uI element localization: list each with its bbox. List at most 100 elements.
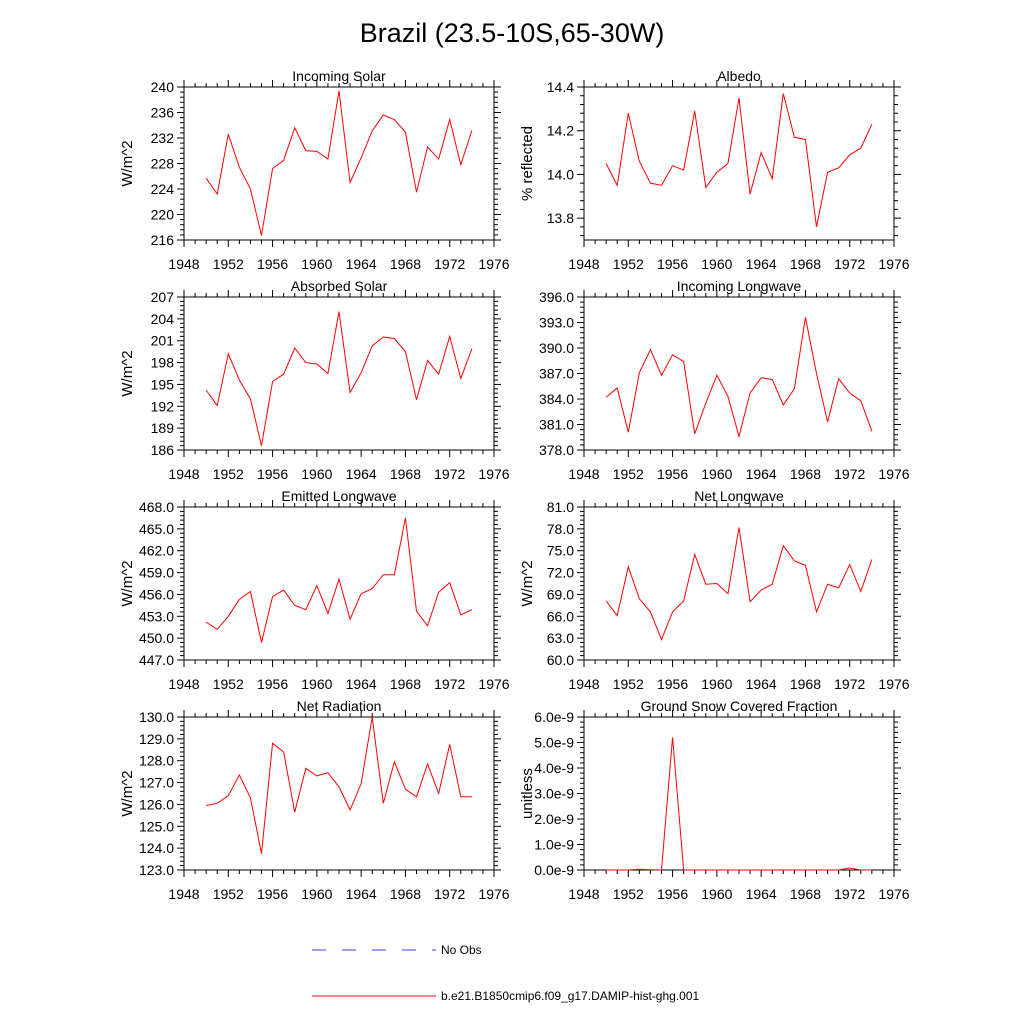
plot-frame — [183, 296, 495, 451]
panel-7: Ground Snow Covered Fraction 1948 1952 1956… — [519, 698, 910, 902]
x-tick-label: 1952 — [213, 886, 244, 902]
y-tick-label: 81.0 — [547, 499, 574, 515]
x-tick-label: 1972 — [834, 676, 865, 692]
y-tick-label: 128.0 — [139, 753, 174, 769]
x-tick-label: 1968 — [390, 676, 421, 692]
x-tick-label: 1964 — [346, 886, 377, 902]
x-tick-label: 1956 — [257, 886, 288, 902]
panel-title: Net Longwave — [694, 488, 784, 504]
y-tick-label: 60.0 — [547, 652, 574, 668]
panel-5: Net Longwave 1948 1952 1956 1960 1964 1968 1972… — [519, 488, 910, 692]
panel-title: Incoming Solar — [292, 68, 386, 84]
x-tick-label: 1972 — [834, 886, 865, 902]
y-tick-label: 450.0 — [139, 630, 174, 646]
plot-frame — [583, 86, 895, 241]
y-tick-label: 232 — [151, 130, 175, 146]
x-tick-label: 1976 — [478, 256, 509, 272]
x-tick-label: 1952 — [213, 676, 244, 692]
panel-title: Ground Snow Covered Fraction — [641, 698, 838, 714]
legend-label-no-obs: No Obs — [441, 943, 482, 957]
y-tick-label: 396.0 — [539, 289, 574, 305]
x-tick-label: 1968 — [390, 466, 421, 482]
x-tick-label: 1972 — [434, 886, 465, 902]
series-line — [205, 90, 473, 236]
y-tick-label: 127.0 — [139, 775, 174, 791]
y-tick-label: 378.0 — [539, 442, 574, 458]
x-tick-label: 1956 — [657, 886, 688, 902]
x-tick-label: 1948 — [168, 886, 199, 902]
series-line — [205, 311, 473, 446]
y-tick-label: 129.0 — [139, 731, 174, 747]
x-tick-label: 1964 — [346, 256, 377, 272]
y-tick-label: 189 — [151, 420, 175, 436]
y-tick-label: 186 — [151, 442, 175, 458]
x-tick-label: 1976 — [878, 676, 909, 692]
x-tick-label: 1948 — [568, 676, 599, 692]
y-tick-label: 381.0 — [539, 417, 574, 433]
panels: Incoming Solar 1948 1952 1956 1960 1964 1968 19… — [119, 68, 910, 902]
y-axis-label: % reflected — [519, 126, 536, 201]
y-tick-label: 66.0 — [547, 608, 574, 624]
y-tick-label: 6.0e-9 — [534, 709, 574, 725]
y-tick-label: 236 — [151, 105, 175, 121]
y-tick-label: 69.0 — [547, 586, 574, 602]
y-tick-label: 0.0e-9 — [534, 862, 574, 878]
x-tick-label: 1964 — [346, 676, 377, 692]
y-tick-label: 453.0 — [139, 608, 174, 624]
y-tick-label: 123.0 — [139, 862, 174, 878]
x-tick-label: 1956 — [257, 256, 288, 272]
y-tick-label: 14.0 — [547, 166, 574, 182]
x-tick-label: 1952 — [613, 256, 644, 272]
legend-label-model: b.e21.B1850cmip6.f09_g17.DAMIP-hist-ghg.… — [441, 989, 699, 1003]
panel-title: Emitted Longwave — [281, 488, 396, 504]
x-tick-label: 1972 — [834, 466, 865, 482]
plot-frame — [183, 86, 495, 241]
y-tick-label: 3.0e-9 — [534, 786, 574, 802]
legend: No Obs b.e21.B1850cmip6.f09_g17.DAMIP-hi… — [312, 943, 699, 1003]
x-tick-label: 1956 — [657, 676, 688, 692]
y-axis-label: W/m^2 — [119, 350, 136, 396]
x-tick-label: 1960 — [301, 886, 332, 902]
y-axis-label: unitless — [519, 768, 536, 819]
panel-title: Net Radiation — [297, 698, 382, 714]
y-tick-label: 63.0 — [547, 630, 574, 646]
x-tick-label: 1976 — [478, 676, 509, 692]
x-tick-label: 1948 — [168, 256, 199, 272]
x-tick-label: 1952 — [213, 256, 244, 272]
x-tick-label: 1952 — [213, 466, 244, 482]
x-tick-label: 1972 — [434, 466, 465, 482]
y-tick-label: 126.0 — [139, 796, 174, 812]
y-tick-label: 240 — [151, 79, 175, 95]
x-tick-label: 1960 — [301, 256, 332, 272]
y-tick-label: 465.0 — [139, 521, 174, 537]
x-tick-label: 1964 — [746, 676, 777, 692]
panel-title: Albedo — [717, 68, 761, 84]
x-tick-label: 1960 — [301, 466, 332, 482]
x-tick-label: 1972 — [434, 256, 465, 272]
x-tick-label: 1948 — [568, 256, 599, 272]
y-axis-label: W/m^2 — [119, 770, 136, 816]
x-tick-label: 1964 — [746, 886, 777, 902]
y-tick-label: 216 — [151, 232, 175, 248]
y-tick-label: 78.0 — [547, 521, 574, 537]
series-line — [606, 737, 872, 871]
panel-title: Absorbed Solar — [291, 278, 388, 294]
y-tick-label: 387.0 — [539, 366, 574, 382]
y-tick-label: 192 — [151, 398, 175, 414]
figure-title: Brazil (23.5-10S,65-30W) — [360, 18, 665, 48]
y-tick-label: 228 — [151, 156, 175, 172]
y-tick-label: 447.0 — [139, 652, 174, 668]
y-tick-label: 5.0e-9 — [534, 735, 574, 751]
y-tick-label: 14.2 — [547, 123, 574, 139]
x-tick-label: 1968 — [790, 676, 821, 692]
y-tick-label: 220 — [151, 207, 175, 223]
plot-frame — [183, 506, 495, 661]
x-tick-label: 1976 — [878, 886, 909, 902]
y-tick-label: 204 — [151, 311, 175, 327]
y-tick-label: 462.0 — [139, 543, 174, 559]
x-tick-label: 1964 — [746, 466, 777, 482]
x-tick-label: 1956 — [257, 466, 288, 482]
x-tick-label: 1948 — [168, 466, 199, 482]
y-tick-label: 201 — [151, 333, 175, 349]
